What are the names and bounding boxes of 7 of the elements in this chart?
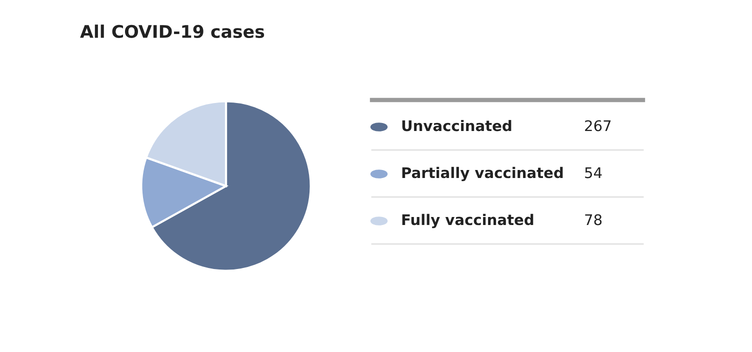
data-label: 267	[585, 120, 611, 132]
data-label: 54	[585, 167, 602, 178]
data-label: 78	[585, 214, 602, 226]
chart-title: All COVID-19 cases	[80, 24, 264, 38]
legend-label: Partially vaccinated	[402, 166, 563, 182]
legend-label: Unvaccinated	[402, 120, 512, 132]
legend-label: Fully vaccinated	[402, 214, 534, 228]
